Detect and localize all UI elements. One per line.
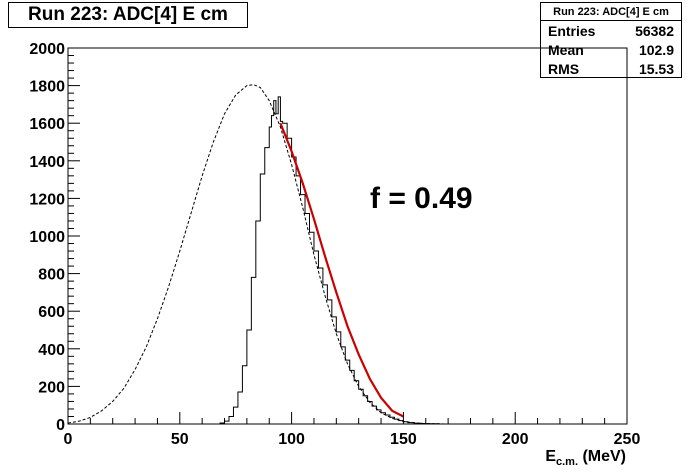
x-tick-label: 100	[278, 431, 305, 448]
stats-value-rms: 15.53	[638, 60, 674, 77]
dashed-curve	[67, 84, 449, 425]
x-axis-label-unit: (MeV)	[578, 448, 626, 465]
stats-row-mean: Mean 102.9	[541, 40, 681, 59]
y-tick-label: 400	[38, 342, 65, 359]
stats-label-rms: RMS	[548, 60, 580, 77]
x-tick-label: 50	[171, 431, 189, 448]
y-tick-label: 1600	[29, 116, 65, 133]
x-axis-label-sub: c.m.	[556, 456, 578, 468]
y-tick-label: 2000	[29, 41, 65, 58]
fraction-annotation: f = 0.49	[370, 182, 473, 215]
histogram-title-text: Run 223: ADC[4] E cm	[28, 4, 228, 25]
y-tick-label: 1400	[29, 154, 65, 171]
x-tick-label: 0	[64, 431, 73, 448]
y-tick-label: 600	[38, 304, 65, 321]
x-axis-label-main: E	[545, 448, 556, 465]
stats-value-mean: 102.9	[638, 41, 674, 58]
stats-label-mean: Mean	[548, 41, 584, 58]
stats-box: Run 223: ADC[4] E cm Entries 56382 Mean …	[540, 2, 682, 78]
y-tick-label: 1000	[29, 229, 65, 246]
y-tick-label: 200	[38, 379, 65, 396]
histogram-series	[202, 96, 453, 425]
x-tick-label: 200	[502, 431, 529, 448]
y-tick-label: 800	[38, 267, 65, 284]
fit-curve	[279, 122, 404, 418]
y-tick-label: 1800	[29, 79, 65, 96]
stats-row-entries: Entries 56382	[541, 21, 681, 40]
stats-row-rms: RMS 15.53	[541, 59, 681, 78]
y-tick-label: 1200	[29, 191, 65, 208]
y-tick-label: 0	[56, 417, 65, 434]
x-tick-label: 250	[614, 431, 641, 448]
stats-label-entries: Entries	[548, 22, 596, 39]
x-tick-label: 150	[390, 431, 417, 448]
plot-frame	[67, 47, 628, 425]
x-axis-label: Ec.m. (MeV)	[545, 448, 626, 468]
stats-value-entries: 56382	[635, 22, 674, 39]
stats-header: Run 223: ADC[4] E cm	[541, 3, 681, 21]
histogram-title: Run 223: ADC[4] E cm	[8, 2, 248, 28]
